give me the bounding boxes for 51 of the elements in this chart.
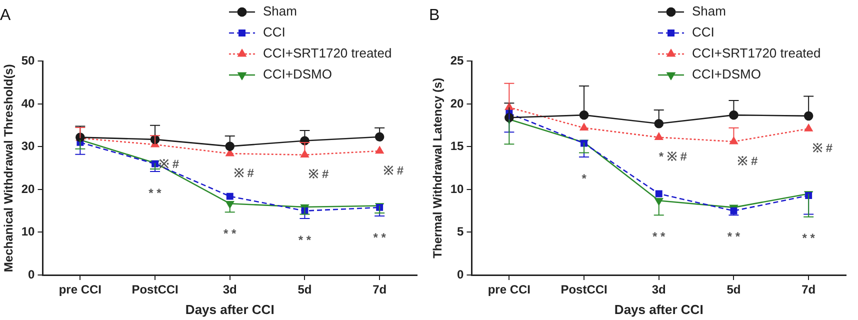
annotation: ※ # <box>384 163 404 178</box>
y-tick-label: 0 <box>457 267 464 282</box>
annotation: * * <box>652 229 666 244</box>
legend-label: Sham <box>692 4 726 19</box>
annotation: * * <box>148 186 162 200</box>
chart-title: B <box>429 7 440 24</box>
x-tick-label: 7d <box>372 282 387 297</box>
annotation: * * <box>373 230 386 244</box>
legend-label: CCI+SRT1720 treated <box>692 46 821 61</box>
x-tick-label: PostCCI <box>560 282 608 297</box>
annotation: * * <box>224 226 237 240</box>
annotation: ※ # <box>812 141 833 156</box>
chart-title: A <box>0 7 11 24</box>
annotation: * * <box>802 231 816 246</box>
annotation: ※ # <box>738 154 758 168</box>
x-tick-label: 3d <box>222 282 237 297</box>
y-tick-label: 40 <box>21 96 36 110</box>
legend-label: CCI+DSMO <box>692 66 761 82</box>
annotation: * * <box>298 232 312 247</box>
annotation: * <box>582 171 587 186</box>
x-tick-label: pre CCI <box>58 282 102 297</box>
y-tick-label: 20 <box>21 182 36 196</box>
y-tick-label: 20 <box>450 96 464 110</box>
x-tick-label: 5d <box>726 282 741 297</box>
x-tick-label: 5d <box>298 282 312 297</box>
x-tick-label: 3d <box>652 282 666 297</box>
y-tick-label: 30 <box>21 139 36 154</box>
legend-label: CCI+DSMO <box>263 66 332 82</box>
x-tick-label: 7d <box>802 282 816 297</box>
legend-label: Sham <box>263 4 297 19</box>
annotation: ※ # <box>308 167 330 182</box>
y-tick-label: 50 <box>21 54 36 68</box>
y-tick-label: 15 <box>450 139 464 154</box>
x-axis-title: Days after CCI <box>185 302 274 317</box>
annotation: * * <box>727 229 740 244</box>
legend-label: CCI <box>263 24 286 40</box>
y-axis-title: Thermal Withdrawal Latency (s) <box>430 78 445 258</box>
y-axis-title: Mechanical Withdrawal Threshold(s) <box>2 64 16 272</box>
legend-label: CCI+SRT1720 treated <box>263 46 392 61</box>
y-tick-label: 10 <box>21 224 36 239</box>
annotation: ※ # <box>159 156 180 171</box>
y-tick-label: 10 <box>450 182 464 196</box>
y-tick-label: 0 <box>28 267 36 282</box>
x-axis-title: Days after CCI <box>614 302 704 317</box>
annotation: * ※ # <box>658 150 688 164</box>
x-tick-label: PostCCI <box>132 282 178 297</box>
y-tick-label: 5 <box>457 224 464 239</box>
annotation: ※ # <box>234 166 254 180</box>
y-tick-label: 25 <box>450 54 464 68</box>
x-tick-label: pre CCI <box>488 282 531 297</box>
legend-label: CCI <box>692 24 714 40</box>
